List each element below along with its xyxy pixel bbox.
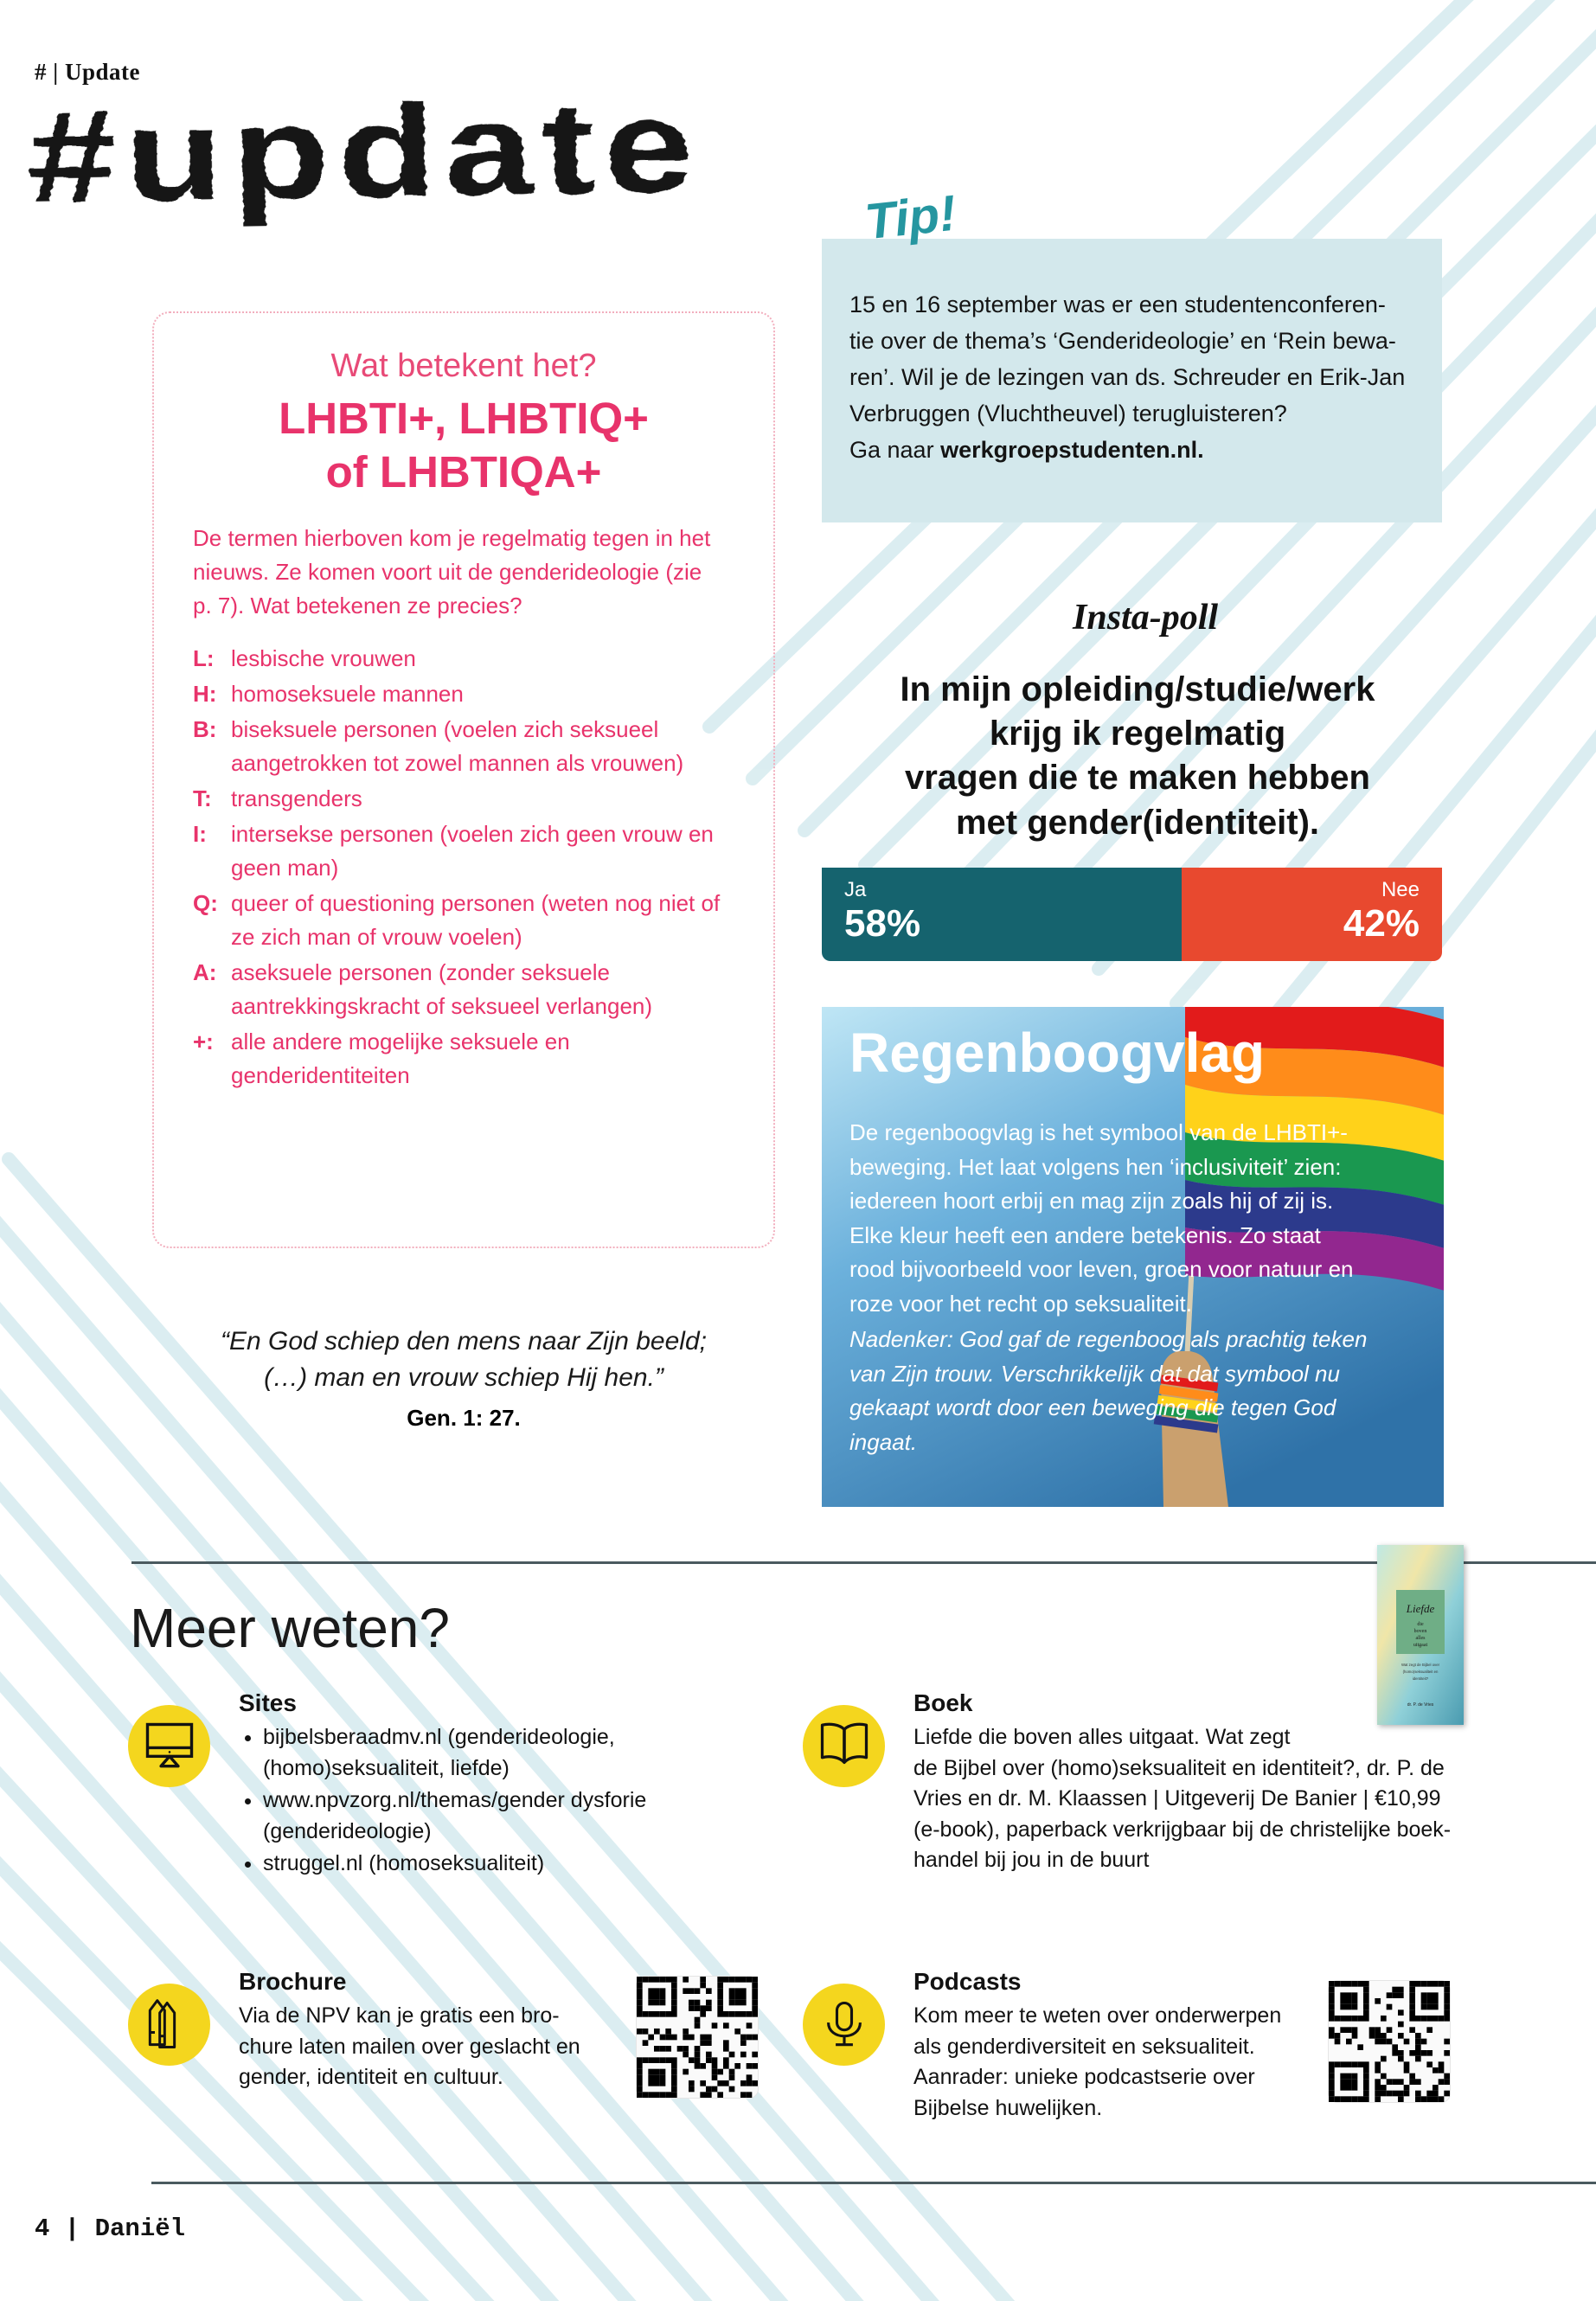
svg-text:identiteit?: identiteit? (1413, 1676, 1429, 1681)
svg-text:(homo)seksualiteit en: (homo)seksualiteit en (1403, 1670, 1439, 1674)
svg-text:Liefde: Liefde (1406, 1602, 1435, 1615)
svg-text:boven: boven (1414, 1629, 1427, 1634)
svg-text:Wat zegt de Bijbel over: Wat zegt de Bijbel over (1401, 1663, 1440, 1667)
svg-text:alles: alles (1416, 1636, 1426, 1641)
svg-text:die: die (1417, 1622, 1424, 1627)
svg-text:uitgaat: uitgaat (1413, 1643, 1428, 1648)
svg-text:dr. P. de Vries: dr. P. de Vries (1407, 1702, 1434, 1708)
